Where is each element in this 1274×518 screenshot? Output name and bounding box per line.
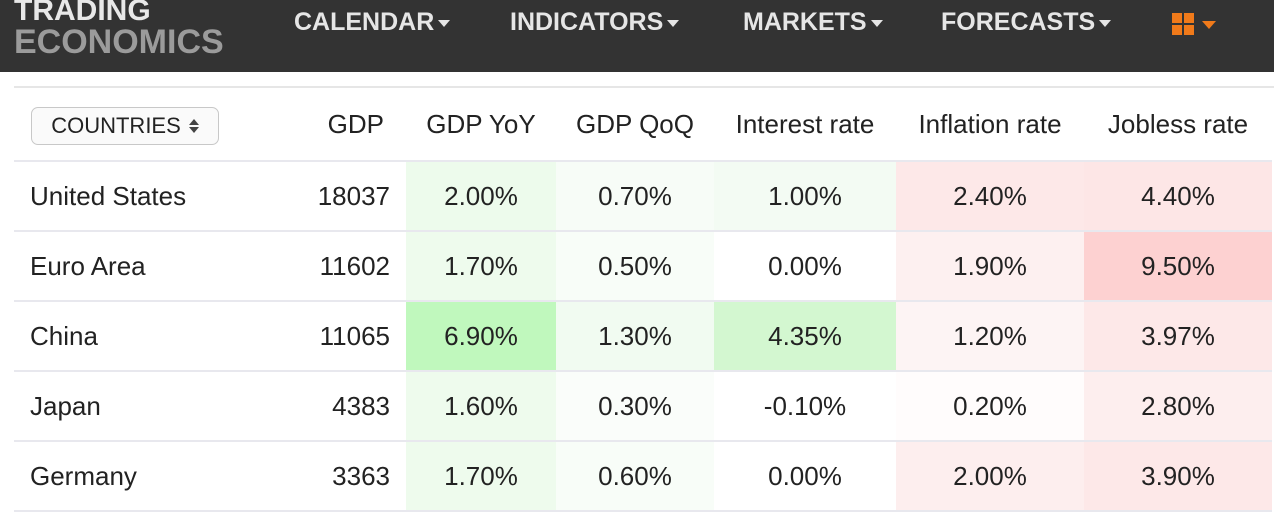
inflation-rate-cell: 1.90%: [896, 231, 1084, 302]
nav-calendar[interactable]: CALENDAR: [294, 8, 451, 37]
column-header-interest-rate[interactable]: Interest rate: [714, 88, 896, 162]
interest-rate-cell: 0.00%: [714, 441, 896, 512]
jobless-rate-cell: 3.90%: [1084, 441, 1272, 512]
inflation-rate-cell: 2.00%: [896, 441, 1084, 512]
jobless-rate-cell: 9.50%: [1084, 231, 1272, 302]
gdp-yoy-cell: 1.70%: [406, 231, 556, 302]
nav-forecasts-label: FORECASTS: [941, 8, 1096, 36]
interest-rate-cell: -0.10%: [714, 371, 896, 442]
chevron-down-icon: [438, 20, 451, 27]
top-navigation-bar: TRADING ECONOMICS CALENDAR INDICATORS MA…: [0, 0, 1274, 72]
indicators-table-panel: COUNTRIES GDP GDP YoY GDP QoQ Interest r…: [14, 86, 1274, 518]
country-link[interactable]: Germany: [14, 441, 244, 512]
gdp-yoy-cell: 2.00%: [406, 161, 556, 232]
gdp-cell: 3363: [244, 441, 406, 512]
gdp-cell: 11065: [244, 301, 406, 372]
jobless-rate-cell: 3.97%: [1084, 301, 1272, 372]
gdp-qoq-cell: 1.30%: [556, 301, 714, 372]
trading-economics-logo[interactable]: TRADING ECONOMICS: [14, 0, 224, 59]
gdp-qoq-cell: 0.70%: [556, 161, 714, 232]
column-header-gdp-qoq[interactable]: GDP QoQ: [556, 88, 714, 162]
gdp-cell: 18037: [244, 161, 406, 232]
nav-markets-label: MARKETS: [743, 8, 867, 36]
country-link[interactable]: Euro Area: [14, 231, 244, 302]
chevron-down-icon: [1099, 20, 1112, 27]
country-link[interactable]: Japan: [14, 371, 244, 442]
interest-rate-cell: 4.35%: [714, 301, 896, 372]
interest-rate-cell: 1.00%: [714, 161, 896, 232]
table-row: Germany 3363 1.70% 0.60% 0.00% 2.00% 3.9…: [14, 441, 1272, 512]
gdp-qoq-cell: 0.30%: [556, 371, 714, 442]
countries-select[interactable]: COUNTRIES: [31, 107, 219, 145]
column-header-gdp[interactable]: GDP: [244, 88, 406, 162]
chevron-down-icon[interactable]: [1202, 21, 1216, 29]
logo-line-2: ECONOMICS: [14, 23, 224, 61]
table-row: United States 18037 2.00% 0.70% 1.00% 2.…: [14, 161, 1272, 232]
grid-icon[interactable]: [1172, 13, 1194, 35]
gdp-cell: 4383: [244, 371, 406, 442]
jobless-rate-cell: 2.80%: [1084, 371, 1272, 442]
gdp-yoy-cell: 6.90%: [406, 301, 556, 372]
logo-line-1: TRADING: [14, 0, 151, 27]
gdp-cell: 11602: [244, 231, 406, 302]
table-row: Euro Area 11602 1.70% 0.50% 0.00% 1.90% …: [14, 231, 1272, 302]
country-link[interactable]: China: [14, 301, 244, 372]
column-header-gdp-yoy[interactable]: GDP YoY: [406, 88, 556, 162]
countries-header-cell: COUNTRIES: [14, 88, 244, 162]
chevron-down-icon: [667, 20, 680, 27]
column-header-jobless-rate[interactable]: Jobless rate: [1084, 88, 1272, 162]
sort-arrows-icon: [188, 119, 199, 133]
table-row: China 11065 6.90% 1.30% 4.35% 1.20% 3.97…: [14, 301, 1272, 372]
column-header-inflation-rate[interactable]: Inflation rate: [896, 88, 1084, 162]
nav-calendar-label: CALENDAR: [294, 8, 435, 36]
countries-select-label: COUNTRIES: [51, 113, 181, 138]
nav-indicators-label: INDICATORS: [510, 8, 664, 36]
nav-indicators[interactable]: INDICATORS: [510, 8, 680, 37]
inflation-rate-cell: 2.40%: [896, 161, 1084, 232]
country-indicators-table: COUNTRIES GDP GDP YoY GDP QoQ Interest r…: [14, 88, 1272, 512]
chevron-down-icon: [870, 20, 883, 27]
gdp-yoy-cell: 1.70%: [406, 441, 556, 512]
gdp-qoq-cell: 0.60%: [556, 441, 714, 512]
inflation-rate-cell: 1.20%: [896, 301, 1084, 372]
inflation-rate-cell: 0.20%: [896, 371, 1084, 442]
gdp-qoq-cell: 0.50%: [556, 231, 714, 302]
interest-rate-cell: 0.00%: [714, 231, 896, 302]
country-link[interactable]: United States: [14, 161, 244, 232]
table-header-row: COUNTRIES GDP GDP YoY GDP QoQ Interest r…: [14, 88, 1272, 162]
nav-forecasts[interactable]: FORECASTS: [941, 8, 1112, 37]
nav-markets[interactable]: MARKETS: [743, 8, 883, 37]
jobless-rate-cell: 4.40%: [1084, 161, 1272, 232]
table-row: Japan 4383 1.60% 0.30% -0.10% 0.20% 2.80…: [14, 371, 1272, 442]
gdp-yoy-cell: 1.60%: [406, 371, 556, 442]
